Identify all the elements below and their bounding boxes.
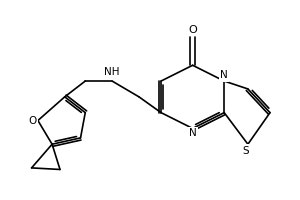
Text: O: O [188, 25, 197, 35]
Text: NH: NH [104, 67, 120, 77]
Text: S: S [242, 146, 249, 156]
Text: N: N [220, 70, 228, 80]
Text: N: N [189, 128, 196, 138]
Text: O: O [28, 116, 37, 126]
